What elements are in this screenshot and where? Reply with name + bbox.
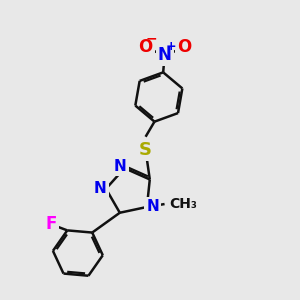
Text: N: N: [146, 200, 159, 214]
Text: +: +: [166, 40, 176, 53]
Text: S: S: [139, 141, 152, 159]
Text: N: N: [158, 46, 172, 64]
Text: F: F: [45, 215, 57, 233]
Text: N: N: [94, 181, 106, 196]
Text: O: O: [138, 38, 153, 56]
Text: O: O: [177, 38, 191, 56]
Text: N: N: [114, 159, 126, 174]
Text: CH₃: CH₃: [169, 197, 197, 211]
Text: −: −: [146, 32, 157, 46]
